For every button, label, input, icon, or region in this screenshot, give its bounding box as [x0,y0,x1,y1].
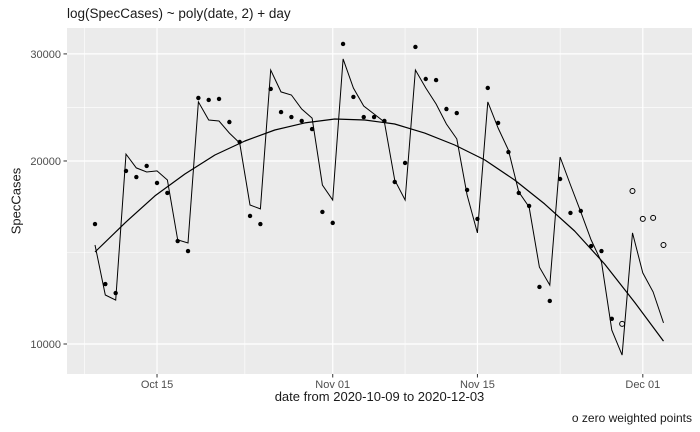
y-tick-label: 20000 [30,156,61,168]
observed-point [433,77,439,83]
observed-point [154,180,160,186]
observed-point [495,120,501,126]
observed-point [537,284,542,290]
observed-point [516,190,521,196]
x-tick-label: Oct 15 [141,379,173,391]
observed-point [609,316,614,322]
observed-point [464,187,470,193]
zero-weighted-caption: o zero weighted points [571,411,692,425]
observed-point [475,216,480,222]
observed-point [444,106,449,112]
observed-point [268,86,273,92]
observed-point [599,248,604,254]
observed-point [227,119,232,125]
observed-point [454,110,459,116]
observed-point [578,208,583,214]
observed-point [144,163,149,169]
observed-point [351,94,356,100]
zero-weighted-point [639,215,646,222]
x-tick-label: Dec 01 [625,379,660,391]
observed-point [330,220,335,226]
observed-point [382,118,387,124]
observed-point [309,126,315,132]
x-tick-label: Nov 01 [315,379,350,391]
y-tick-label: 30000 [30,49,61,61]
plot-panel [67,28,692,374]
observed-point [340,41,346,47]
observed-point [92,221,98,227]
observed-point [557,176,563,182]
x-axis-title: date from 2020-10-09 to 2020-12-03 [274,389,485,404]
observed-point [103,281,108,287]
zero-weighted-point [629,188,636,195]
x-tick-label: Nov 15 [460,379,495,391]
observed-point [485,85,490,91]
observed-point [175,238,180,244]
observed-point [216,96,222,102]
observed-point [299,118,304,124]
observed-point [526,203,532,209]
observed-point [237,139,242,145]
observed-point [185,248,191,254]
observed-point [278,109,284,115]
observed-point [413,44,418,50]
observed-point [547,298,552,304]
observed-point [206,97,211,103]
trend-curve [94,118,664,342]
plot-title: log(SpecCases) ~ poly(date, 2) + day [67,6,291,21]
observed-point [134,174,139,180]
y-tick-label: 10000 [30,339,61,351]
observed-point [320,209,325,215]
observed-point [165,190,170,196]
observed-point [506,149,511,155]
observed-point [588,243,594,249]
zero-weighted-point [619,320,626,327]
observed-point [247,213,253,219]
fit-line [94,58,664,356]
zero-weighted-point [650,214,657,221]
observed-point [258,221,263,227]
observed-point [423,76,428,82]
observed-point [113,290,118,296]
zero-weighted-point [660,241,667,248]
observed-point [196,95,201,101]
observed-point [289,114,294,120]
observed-point [371,114,377,120]
observed-point [123,168,129,174]
observed-point [392,179,397,185]
observed-point [568,210,573,216]
observed-point [402,160,408,166]
observed-point [361,114,366,120]
